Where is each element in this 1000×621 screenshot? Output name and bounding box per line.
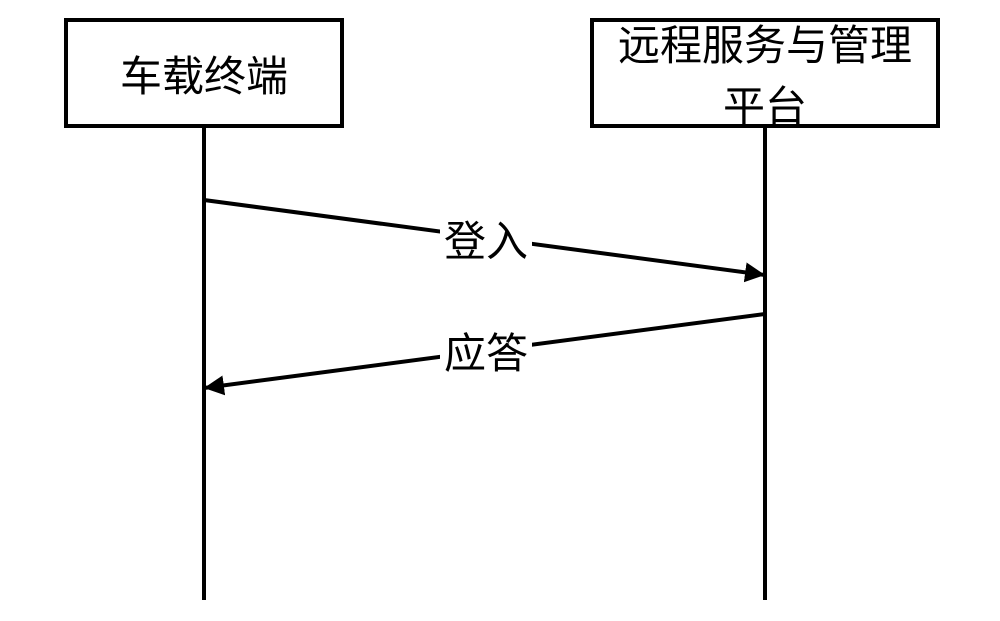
message-login-label: 登入 bbox=[440, 208, 532, 269]
sequence-diagram: { "diagram": { "type": "sequence-diagram… bbox=[0, 0, 1000, 621]
participant-terminal-box: 车载终端 bbox=[64, 18, 344, 128]
message-response-label: 应答 bbox=[440, 320, 532, 381]
participant-platform-label: 远程服务与管理平台 bbox=[618, 12, 912, 134]
participant-platform-box: 远程服务与管理平台 bbox=[590, 18, 940, 128]
participant-terminal-label: 车载终端 bbox=[120, 43, 288, 104]
